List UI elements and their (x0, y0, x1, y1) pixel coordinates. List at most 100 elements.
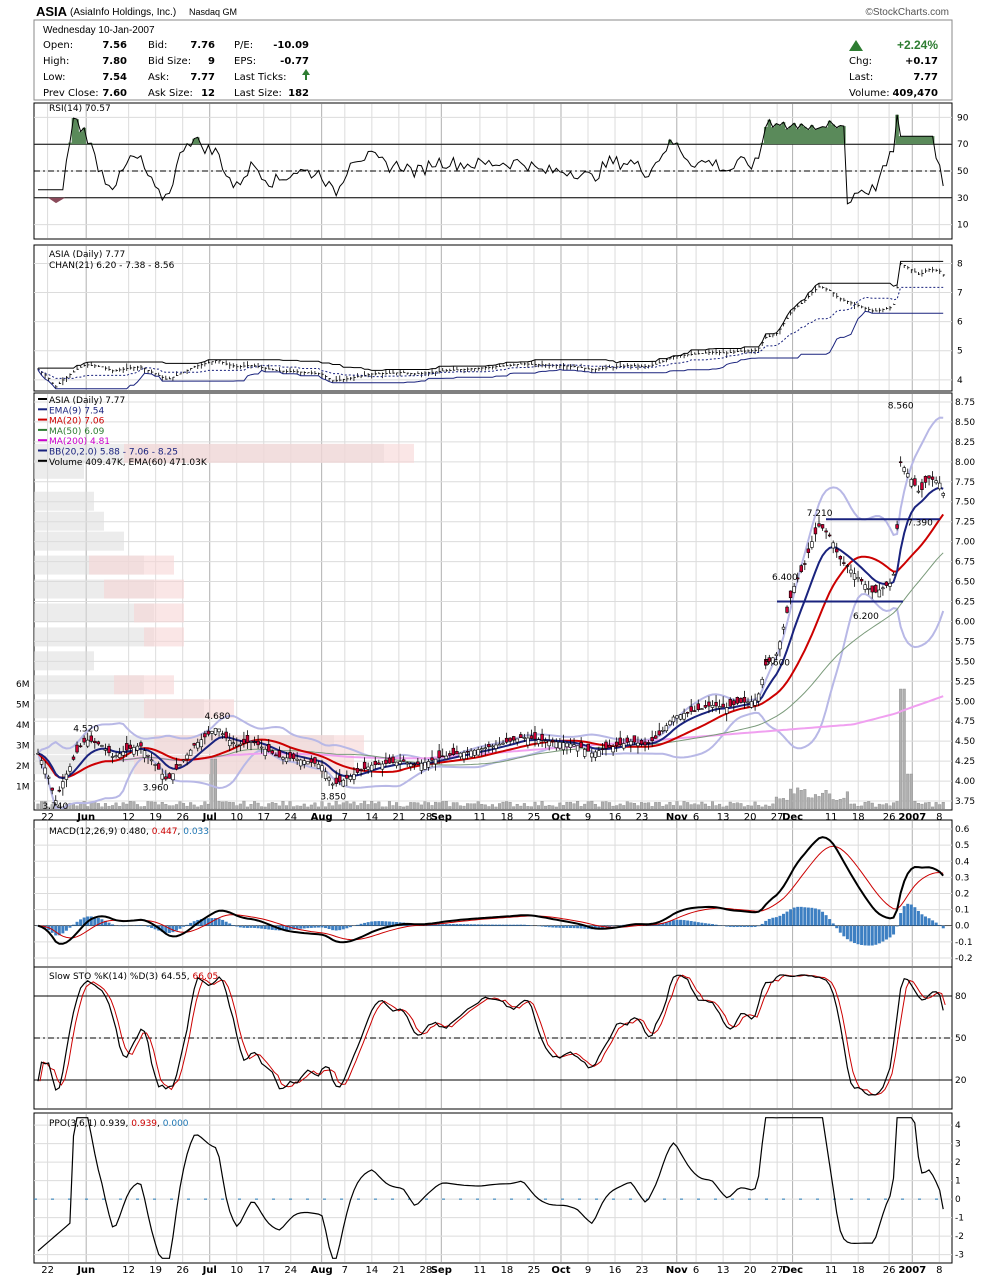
x-label-bottom: 25 (528, 1265, 541, 1276)
candle-body (604, 741, 608, 749)
right-value: 409,470 (892, 88, 938, 99)
candles (36, 456, 945, 806)
price-tick: 8.00 (955, 458, 975, 468)
x-label: 26 (176, 812, 189, 823)
candle-body (43, 767, 47, 775)
volume-bar (792, 793, 796, 809)
candle-body (582, 749, 587, 757)
ppo-tick: 1 (955, 1177, 961, 1187)
x-label-bottom: 27 (771, 1265, 784, 1276)
macd-histogram-bar (228, 923, 232, 926)
candle-body (774, 653, 779, 656)
volume-bar (125, 803, 129, 809)
volume-bar (373, 803, 377, 809)
x-label: 11 (474, 812, 487, 823)
volume-bar (909, 773, 913, 809)
volume-bar (703, 803, 707, 809)
candle-body (653, 735, 658, 739)
candle-body (561, 742, 566, 751)
quote-label: High: (43, 56, 69, 67)
macd-histogram-bar (334, 925, 338, 931)
volume-bar (366, 804, 370, 809)
volume-bar (345, 801, 349, 809)
quote-right: Chg: +0.17 Last: 7.77 Volume: 409,470 (849, 56, 938, 99)
chan-overlays (37, 260, 946, 390)
macd-histogram-bar (178, 925, 182, 929)
macd-histogram-bar (689, 921, 693, 926)
rsi-oversold-fill (35, 197, 65, 204)
candle-body (820, 524, 825, 529)
right-label: Volume: (849, 88, 890, 99)
macd-histogram-bar (686, 920, 690, 926)
volume-bar (338, 804, 342, 809)
x-label-bottom: Oct (551, 1265, 570, 1276)
volume-bar (817, 796, 821, 809)
volume-bar (171, 805, 175, 809)
volume-bar (142, 806, 146, 809)
volume-bar (707, 805, 711, 809)
macd-histogram-bar (771, 917, 775, 926)
price-tick: 8.25 (955, 438, 975, 448)
x-label-bottom: Jun (76, 1265, 95, 1276)
macd-histogram-bar (611, 925, 615, 927)
macd-histogram-bar (192, 921, 196, 926)
macd-histogram-bar (458, 924, 462, 926)
x-label: Dec (782, 812, 803, 823)
volume-bar (916, 803, 920, 809)
volume-bar (256, 802, 260, 809)
candle-body (178, 764, 182, 766)
macd-histogram-bar (778, 915, 782, 926)
macd-histogram-bar (206, 918, 210, 926)
macd-histogram-bar (522, 924, 526, 926)
volume-bar (622, 805, 626, 809)
macd-histogram-bar (356, 924, 359, 926)
volume-bar (370, 801, 374, 809)
candle-body (274, 754, 278, 757)
candle-body (693, 710, 697, 712)
sto-k-line (37, 974, 944, 1096)
volume-bar (899, 688, 903, 809)
volume-bar (569, 801, 573, 809)
candle-body (487, 744, 491, 748)
price-annotation: 3.740 (42, 802, 68, 812)
volume-bar (132, 801, 136, 809)
volume-bar (71, 803, 75, 809)
price-tick: 6.00 (955, 617, 975, 627)
vbp-bar-down (114, 675, 174, 695)
candle-body (298, 759, 303, 767)
x-label: Aug (311, 812, 333, 823)
volume-bar (398, 806, 402, 809)
candle-body (682, 713, 686, 720)
volume-tick: 1M (16, 783, 30, 793)
volume-bar (167, 805, 171, 809)
macd-histogram-bar (487, 924, 491, 926)
price-tick: 3.75 (955, 797, 975, 807)
volume-bar (799, 790, 803, 809)
macd-histogram-bar (345, 925, 349, 929)
volume-bar (43, 801, 47, 809)
candle-body (671, 716, 676, 723)
macd-histogram-bar (281, 925, 285, 931)
price-tick: 7.00 (955, 538, 975, 548)
vbp-bar (34, 459, 84, 479)
sto-tick: 20 (955, 1076, 967, 1086)
x-label-bottom: Jul (202, 1265, 217, 1276)
volume-bar (324, 806, 328, 809)
candle-body (238, 743, 243, 746)
volume-bar (135, 804, 139, 809)
volume-bar (625, 801, 629, 809)
volume-bar (664, 804, 668, 809)
candle-body (334, 777, 338, 784)
x-label: 14 (365, 812, 378, 823)
macd-histogram-bar (483, 924, 487, 926)
volume-bar (934, 802, 938, 809)
ppo-tick: -3 (955, 1251, 964, 1261)
volume-bar (895, 801, 899, 809)
macd-histogram-bar (540, 925, 544, 927)
macd-histogram-bar (64, 925, 68, 931)
macd-histogram-bar (174, 925, 178, 931)
x-label: 24 (284, 812, 297, 823)
macd-histogram-bar (437, 924, 441, 926)
